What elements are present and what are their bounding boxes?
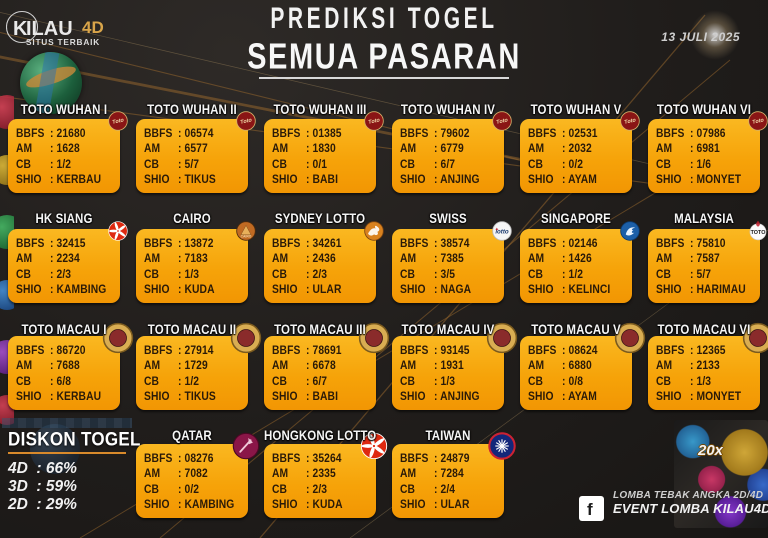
svg-text:f: f: [587, 500, 593, 519]
svg-text:✦: ✦: [495, 227, 499, 233]
svg-text:TOTO: TOTO: [751, 230, 766, 236]
svg-text:CAIRO: CAIRO: [241, 234, 252, 238]
